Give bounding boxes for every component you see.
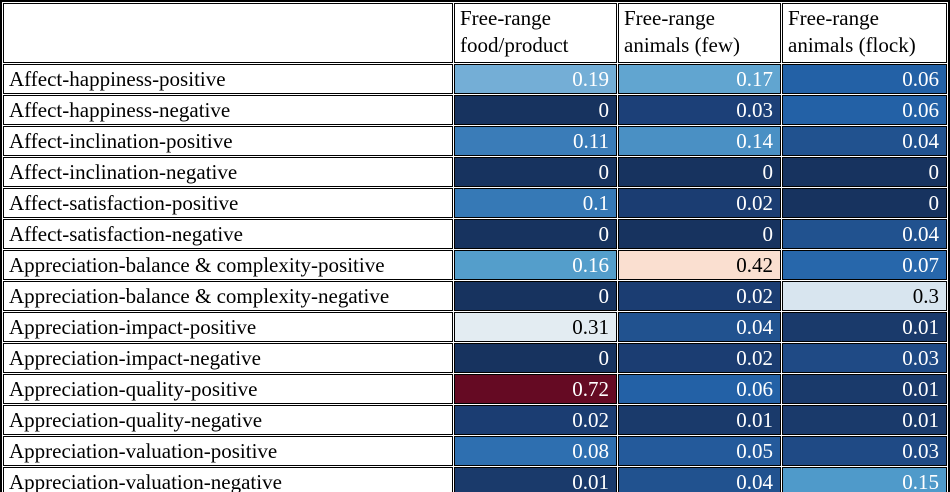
row-label: Appreciation-balance & complexity-negati… — [3, 281, 453, 311]
heatmap-cell: 0.15 — [782, 467, 947, 492]
heatmap-cell: 0.3 — [782, 281, 947, 311]
heatmap-cell: 0.03 — [782, 343, 947, 373]
table-row: Affect-happiness-positive 0.19 0.17 0.06 — [3, 64, 947, 94]
heatmap-cell: 0.01 — [782, 374, 947, 404]
heatmap-cell: 0.06 — [618, 374, 781, 404]
row-label: Appreciation-quality-negative — [3, 405, 453, 435]
heatmap-cell: 0.06 — [782, 95, 947, 125]
heatmap-cell: 0.16 — [454, 250, 617, 280]
column-header-food-product: Free-range food/product — [454, 3, 617, 63]
heatmap-cell: 0.01 — [618, 405, 781, 435]
row-label: Affect-inclination-negative — [3, 157, 453, 187]
table-row: Affect-inclination-positive 0.11 0.14 0.… — [3, 126, 947, 156]
column-header-animals-few: Free-range animals (few) — [618, 3, 781, 63]
heatmap-cell: 0.42 — [618, 250, 781, 280]
row-label: Affect-satisfaction-positive — [3, 188, 453, 218]
heatmap-cell: 0.02 — [454, 405, 617, 435]
corner-cell — [3, 3, 453, 63]
heatmap-cell: 0 — [782, 188, 947, 218]
row-label: Affect-inclination-positive — [3, 126, 453, 156]
heatmap-cell: 0.1 — [454, 188, 617, 218]
row-label: Appreciation-balance & complexity-positi… — [3, 250, 453, 280]
table-row: Appreciation-balance & complexity-negati… — [3, 281, 947, 311]
column-header-line: animals (flock) — [788, 33, 916, 57]
heatmap-cell: 0.04 — [782, 219, 947, 249]
table-row: Appreciation-impact-negative 0 0.02 0.03 — [3, 343, 947, 373]
heatmap-cell: 0 — [454, 281, 617, 311]
column-header-line: Free-range — [460, 6, 551, 30]
heatmap-cell: 0.01 — [782, 405, 947, 435]
table-row: Appreciation-quality-positive 0.72 0.06 … — [3, 374, 947, 404]
column-header-animals-flock: Free-range animals (flock) — [782, 3, 947, 63]
table-row: Affect-inclination-negative 0 0 0 — [3, 157, 947, 187]
row-label: Appreciation-impact-negative — [3, 343, 453, 373]
table-row: Affect-happiness-negative 0 0.03 0.06 — [3, 95, 947, 125]
column-header-line: Free-range — [624, 6, 715, 30]
table-row: Appreciation-quality-negative 0.02 0.01 … — [3, 405, 947, 435]
row-label: Appreciation-impact-positive — [3, 312, 453, 342]
table-row: Appreciation-valuation-positive 0.08 0.0… — [3, 436, 947, 466]
heatmap-cell: 0.17 — [618, 64, 781, 94]
row-label: Affect-satisfaction-negative — [3, 219, 453, 249]
heatmap-cell: 0 — [454, 343, 617, 373]
heatmap-cell: 0.19 — [454, 64, 617, 94]
heatmap-cell: 0.02 — [618, 188, 781, 218]
table-row: Appreciation-valuation-negative 0.01 0.0… — [3, 467, 947, 492]
heatmap-cell: 0.06 — [782, 64, 947, 94]
heatmap-cell: 0.11 — [454, 126, 617, 156]
row-label: Appreciation-quality-positive — [3, 374, 453, 404]
heatmap-cell: 0.02 — [618, 281, 781, 311]
row-label: Affect-happiness-positive — [3, 64, 453, 94]
row-label: Appreciation-valuation-negative — [3, 467, 453, 492]
heatmap-cell: 0.04 — [618, 312, 781, 342]
heatmap-cell: 0.04 — [618, 467, 781, 492]
header-row: Free-range food/product Free-range anima… — [3, 3, 947, 63]
heatmap-cell: 0.31 — [454, 312, 617, 342]
heatmap-cell: 0.01 — [782, 312, 947, 342]
table-row: Appreciation-balance & complexity-positi… — [3, 250, 947, 280]
heatmap-cell: 0.05 — [618, 436, 781, 466]
column-header-line: food/product — [460, 33, 569, 57]
heatmap-cell: 0 — [454, 219, 617, 249]
heatmap-cell: 0.72 — [454, 374, 617, 404]
heatmap-cell: 0 — [782, 157, 947, 187]
heatmap-cell: 0 — [618, 157, 781, 187]
heatmap-cell: 0.07 — [782, 250, 947, 280]
column-header-line: Free-range — [788, 6, 879, 30]
table-row: Affect-satisfaction-negative 0 0 0.04 — [3, 219, 947, 249]
heatmap-cell: 0.08 — [454, 436, 617, 466]
heatmap-cell: 0.01 — [454, 467, 617, 492]
row-label: Affect-happiness-negative — [3, 95, 453, 125]
heatmap-cell: 0.04 — [782, 126, 947, 156]
heatmap-cell: 0.14 — [618, 126, 781, 156]
heatmap-cell: 0.02 — [618, 343, 781, 373]
heatmap-cell: 0 — [454, 95, 617, 125]
heatmap-cell: 0 — [454, 157, 617, 187]
table-row: Appreciation-impact-positive 0.31 0.04 0… — [3, 312, 947, 342]
heatmap-cell: 0.03 — [618, 95, 781, 125]
table-row: Affect-satisfaction-positive 0.1 0.02 0 — [3, 188, 947, 218]
row-label: Appreciation-valuation-positive — [3, 436, 453, 466]
heatmap-cell: 0.03 — [782, 436, 947, 466]
column-header-line: animals (few) — [624, 33, 741, 57]
heatmap-cell: 0 — [618, 219, 781, 249]
